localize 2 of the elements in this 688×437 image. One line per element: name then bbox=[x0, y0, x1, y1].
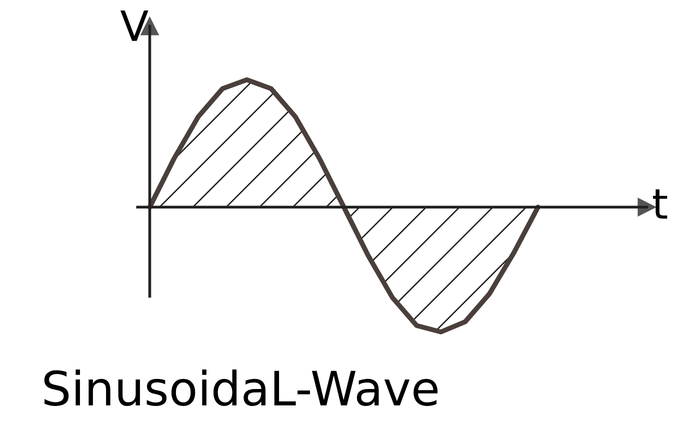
text: SinusoidaL-Wave bbox=[44, 369, 438, 406]
x-axis-title: t bbox=[652, 189, 668, 219]
